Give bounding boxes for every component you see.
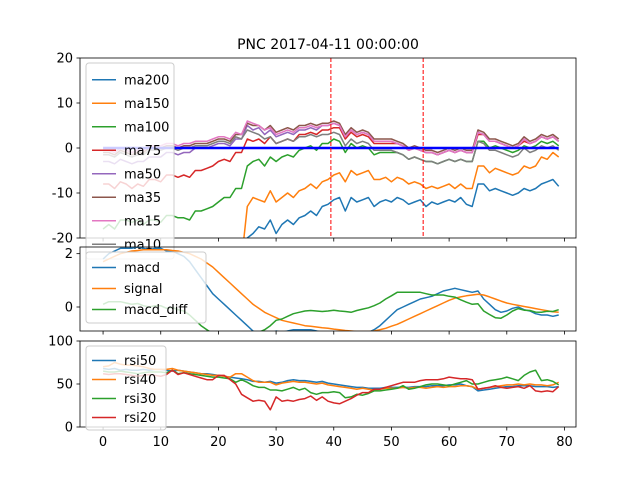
legend-label: ma200: [124, 73, 169, 88]
legend-label: ma15: [124, 214, 161, 229]
y-tick-label: 2: [65, 247, 73, 262]
x-tick-label: 50: [383, 435, 400, 450]
legend-label: ma75: [124, 144, 161, 159]
legend-box: [85, 251, 207, 324]
y-tick-label: 0: [65, 301, 73, 316]
legend-label: signal: [124, 282, 162, 297]
x-tick-label: 0: [99, 435, 107, 450]
y-tick-label: 10: [56, 97, 73, 112]
legend-label: ma100: [124, 120, 169, 135]
legend-label: ma35: [124, 191, 161, 206]
y-tick-label: 20: [56, 52, 73, 67]
axes-frame: [79, 246, 577, 332]
legend-box: [85, 345, 167, 431]
legend-label: rsi30: [124, 392, 156, 407]
y-tick-label: 50: [56, 378, 73, 393]
y-tick-label: -10: [52, 187, 73, 202]
series-line-ma150: [243, 151, 560, 238]
chart-title: PNC 2017-04-11 00:00:00: [237, 37, 419, 53]
legend-label: rsi20: [124, 411, 156, 426]
moving-average-panel: -20 -10 0 10 20 ma200 ma150 ma100 ma75 ma50 ma35 ma…: [52, 52, 577, 260]
legend: rsi50 rsi40 rsi30 rsi20: [85, 345, 167, 431]
legend-label: rsi40: [124, 373, 156, 388]
legend-label: rsi50: [124, 354, 156, 369]
x-tick-label: 80: [556, 435, 573, 450]
plot-area: [102, 361, 560, 411]
x-tick-label: 60: [441, 435, 458, 450]
x-tick-label: 70: [499, 435, 516, 450]
y-tick-label: 100: [48, 335, 73, 350]
legend-label: ma150: [124, 97, 169, 112]
y-tick-label: 0: [65, 421, 73, 436]
macd-panel: 0 2 macd signal macd_diff: [65, 246, 577, 335]
legend: macd signal macd_diff: [85, 251, 207, 324]
y-tick-label: 0: [65, 142, 73, 157]
legend-label: macd: [124, 261, 160, 276]
series-line-rsi20: [102, 369, 560, 411]
series-line-signal: [102, 248, 559, 331]
x-tick-label: 20: [210, 435, 227, 450]
legend-label: macd_diff: [124, 303, 188, 318]
legend-box: [85, 62, 175, 260]
y-tick-label: -20: [52, 232, 73, 247]
x-tick-label: 30: [268, 435, 285, 450]
x-tick-label: 10: [152, 435, 169, 450]
plot-area: [102, 58, 560, 238]
x-tick-label: 40: [325, 435, 342, 450]
legend-label: ma50: [124, 167, 161, 182]
series-line-ma100: [102, 138, 560, 230]
